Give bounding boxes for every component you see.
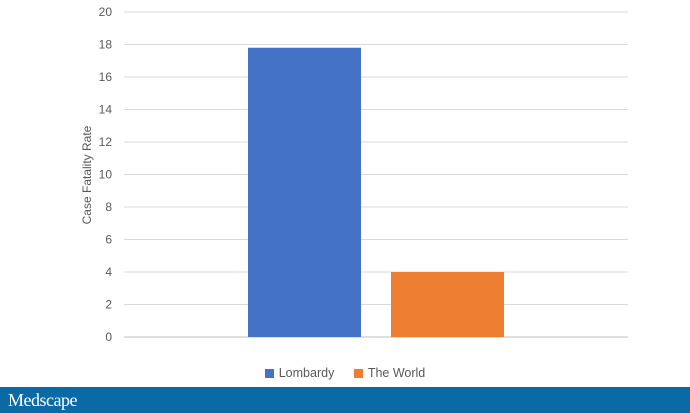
bar-the-world	[391, 272, 504, 337]
y-tick-label: 20	[99, 5, 113, 19]
y-axis-label: Case Fatality Rate	[80, 125, 94, 224]
medscape-logo: Medscape	[8, 390, 77, 410]
y-tick-label: 6	[105, 233, 112, 247]
y-tick-label: 0	[105, 330, 112, 344]
legend-swatch	[353, 368, 363, 378]
legend-item-lombardy: Lombardy	[264, 366, 335, 380]
y-tick-label: 16	[99, 70, 113, 84]
y-tick-label: 12	[99, 135, 113, 149]
legend-item-the-world: The World	[353, 366, 426, 380]
y-tick-label: 14	[99, 103, 113, 117]
y-tick-label: 8	[105, 200, 112, 214]
legend-label: Lombardy	[278, 366, 335, 380]
y-tick-label: 2	[105, 298, 112, 312]
y-tick-label: 10	[99, 168, 113, 182]
bar-lombardy	[248, 47, 361, 337]
y-tick-label: 4	[105, 265, 112, 279]
footer-banner: Medscape	[0, 387, 690, 413]
legend-label: The World	[367, 366, 426, 380]
legend-swatch	[264, 368, 274, 378]
legend: Lombardy The World	[0, 366, 690, 381]
bar-chart: Case Fatality Rate 0 2 4 6 8 10 12 14 16 18 20	[80, 5, 628, 344]
y-tick-label: 18	[99, 38, 113, 52]
